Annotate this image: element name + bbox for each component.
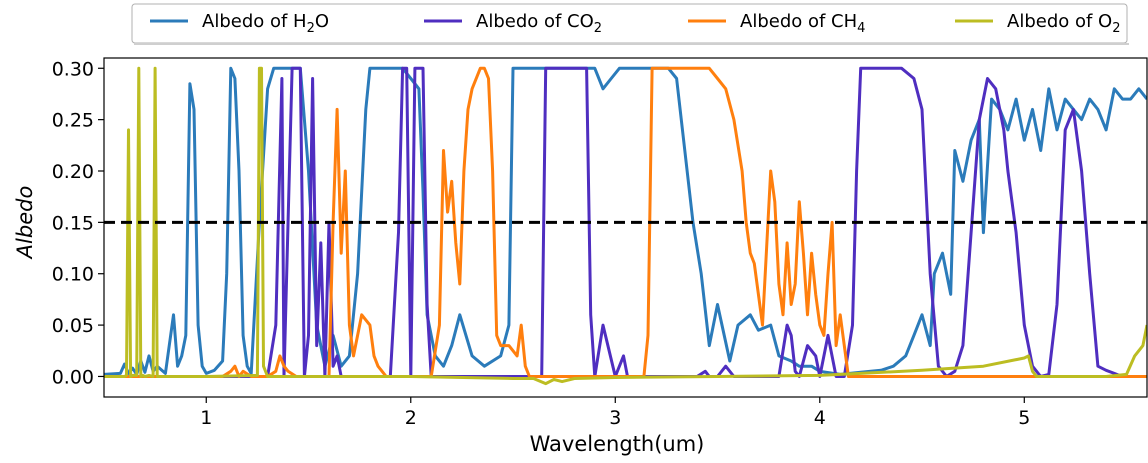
x-tick-label: 5 (1018, 407, 1030, 429)
x-tick-label: 1 (200, 407, 212, 429)
legend: Albedo of H2O Albedo of CO2 Albedo of CH4 A… (131, 3, 1129, 45)
legend-label-1: Albedo of CO2 (476, 11, 602, 36)
y-tick-label: 0.15 (52, 212, 94, 234)
legend-label-2: Albedo of CH4 (740, 11, 865, 36)
y-tick-label: 0.00 (52, 366, 94, 388)
x-axis-label: Wavelength(um) (530, 432, 705, 456)
legend-label-3: Albedo of O2 (1007, 11, 1121, 36)
y-tick-label: 0.25 (52, 110, 94, 132)
series-layer (104, 66, 1147, 386)
legend-label-0: Albedo of H2O (202, 11, 329, 36)
x-tick-label: 2 (405, 407, 417, 429)
y-tick-label: 0.20 (52, 161, 94, 183)
x-tick-label: 3 (609, 407, 621, 429)
y-tick-label: 0.30 (52, 58, 94, 80)
axes-layer: 1 2 3 4 5 0.00 0.05 0.10 0.15 0.20 0.25 0.30 (52, 57, 1148, 429)
y-tick-label: 0.05 (52, 315, 94, 337)
plot-frame (103, 57, 1148, 398)
y-axis-label: Albedo (13, 186, 37, 261)
y-tick-label: 0.10 (52, 264, 94, 286)
series-line-3 (104, 66, 1147, 386)
series-line-2 (104, 66, 1147, 378)
x-tick-label: 4 (814, 407, 826, 429)
